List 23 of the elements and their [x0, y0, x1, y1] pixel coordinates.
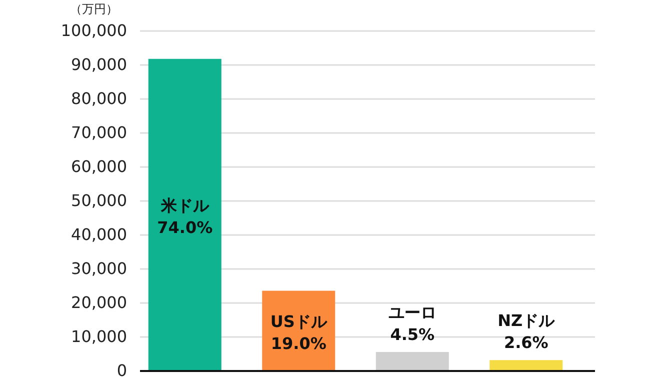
y-axis-title: （万円）: [70, 2, 118, 16]
bar: [376, 352, 449, 371]
bar: [490, 360, 563, 371]
y-tick-label: 10,000: [71, 327, 127, 346]
annotation: 2.6%: [504, 333, 548, 352]
bar: [148, 58, 222, 371]
y-tick-label: 90,000: [71, 55, 127, 74]
annotation: 74.0%: [157, 218, 213, 237]
x-tick-label: ユーロ: [388, 302, 436, 322]
x-tick-label: 米ドル: [160, 196, 210, 215]
y-tick-label: 20,000: [71, 293, 127, 312]
y-tick-label: 30,000: [71, 259, 127, 278]
annotation: 4.5%: [390, 324, 435, 344]
y-tick-label: 40,000: [71, 225, 127, 244]
y-tick-label: 50,000: [71, 191, 127, 210]
annotation: 19.0%: [270, 334, 326, 353]
y-tick-label: 100,000: [60, 21, 127, 40]
x-tick-label: USドル: [270, 312, 328, 331]
y-tick-label: 0: [116, 361, 127, 378]
y-tick-label: 70,000: [71, 123, 127, 142]
y-tick-label: 60,000: [71, 157, 127, 176]
x-tick-label: NZドル: [498, 311, 556, 330]
y-tick-label: 80,000: [71, 89, 127, 108]
